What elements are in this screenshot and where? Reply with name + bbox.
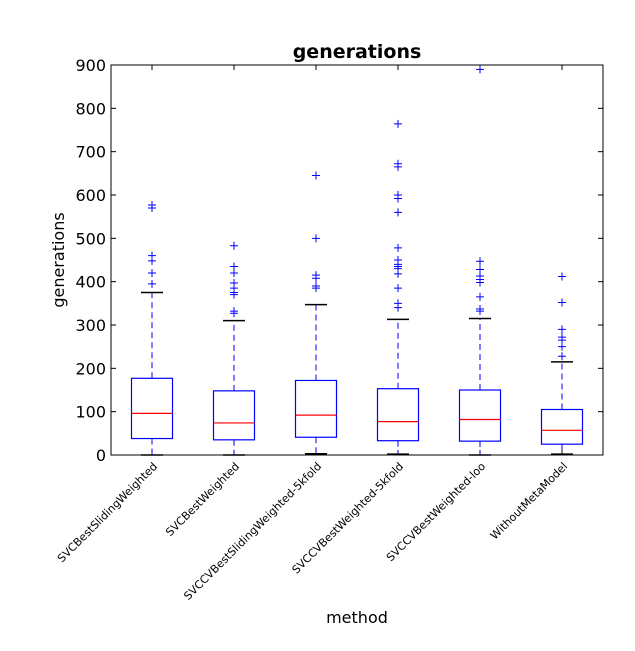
outlier-marker — [230, 262, 238, 271]
box — [458, 389, 502, 442]
outlier-marker — [230, 278, 238, 287]
chart-title: generations — [293, 41, 422, 63]
outlier-marker — [230, 241, 238, 250]
outlier-marker — [394, 243, 402, 252]
outlier-marker — [476, 304, 484, 313]
y-tick-label: 700 — [75, 143, 106, 162]
box — [540, 408, 584, 445]
outlier-marker — [148, 269, 156, 277]
outlier-marker — [312, 234, 320, 243]
y-tick-label: 100 — [75, 403, 106, 422]
outlier-marker — [394, 256, 402, 264]
outlier-marker — [148, 251, 156, 260]
x-tick-label: SVCBestWeighted — [163, 460, 242, 539]
x-tick-label: SVCBestSlidingWeighted — [55, 460, 160, 565]
y-tick-label: 900 — [75, 56, 106, 75]
outlier-marker — [230, 307, 238, 316]
x-tick-label: WithoutMetaModel — [488, 460, 570, 542]
outlier-marker — [148, 279, 156, 288]
outlier-marker — [476, 65, 484, 74]
outlier-marker — [558, 325, 566, 334]
outlier-marker — [394, 208, 402, 217]
outlier-marker — [394, 299, 402, 308]
outlier-marker — [558, 298, 566, 307]
y-tick-label: 600 — [75, 186, 106, 205]
outlier-marker — [394, 159, 402, 168]
y-tick-label: 300 — [75, 316, 106, 335]
outlier-marker — [476, 257, 484, 266]
outlier-marker — [558, 272, 566, 281]
outlier-marker — [148, 200, 156, 209]
box — [130, 377, 174, 440]
plot-area: 0 100 200 300 400 500 600 700 800 900 SVCBestSlidi… — [55, 56, 604, 603]
outlier-marker — [476, 292, 484, 301]
y-tick-label: 400 — [75, 273, 106, 292]
box — [212, 390, 256, 441]
outlier-marker — [558, 333, 566, 342]
box — [376, 388, 420, 442]
x-axis-label: method — [326, 608, 388, 627]
y-tick-label: 800 — [75, 99, 106, 118]
outlier-marker — [394, 284, 402, 293]
outlier-marker — [394, 191, 402, 199]
outlier-marker — [476, 265, 484, 274]
outlier-marker — [558, 352, 566, 361]
outlier-marker — [394, 119, 402, 128]
outlier-marker — [312, 282, 320, 290]
outlier-marker — [312, 271, 320, 280]
x-tick-label: SVCCVBestSlidingWeighted-5kfold — [181, 460, 324, 603]
y-axis-label: generations — [49, 212, 68, 307]
outlier-marker — [312, 171, 320, 180]
y-tick-label: 0 — [96, 446, 106, 465]
box — [294, 379, 338, 438]
plot-frame — [110, 64, 604, 456]
y-tick-label: 200 — [75, 359, 106, 378]
y-tick-label: 500 — [75, 229, 106, 248]
